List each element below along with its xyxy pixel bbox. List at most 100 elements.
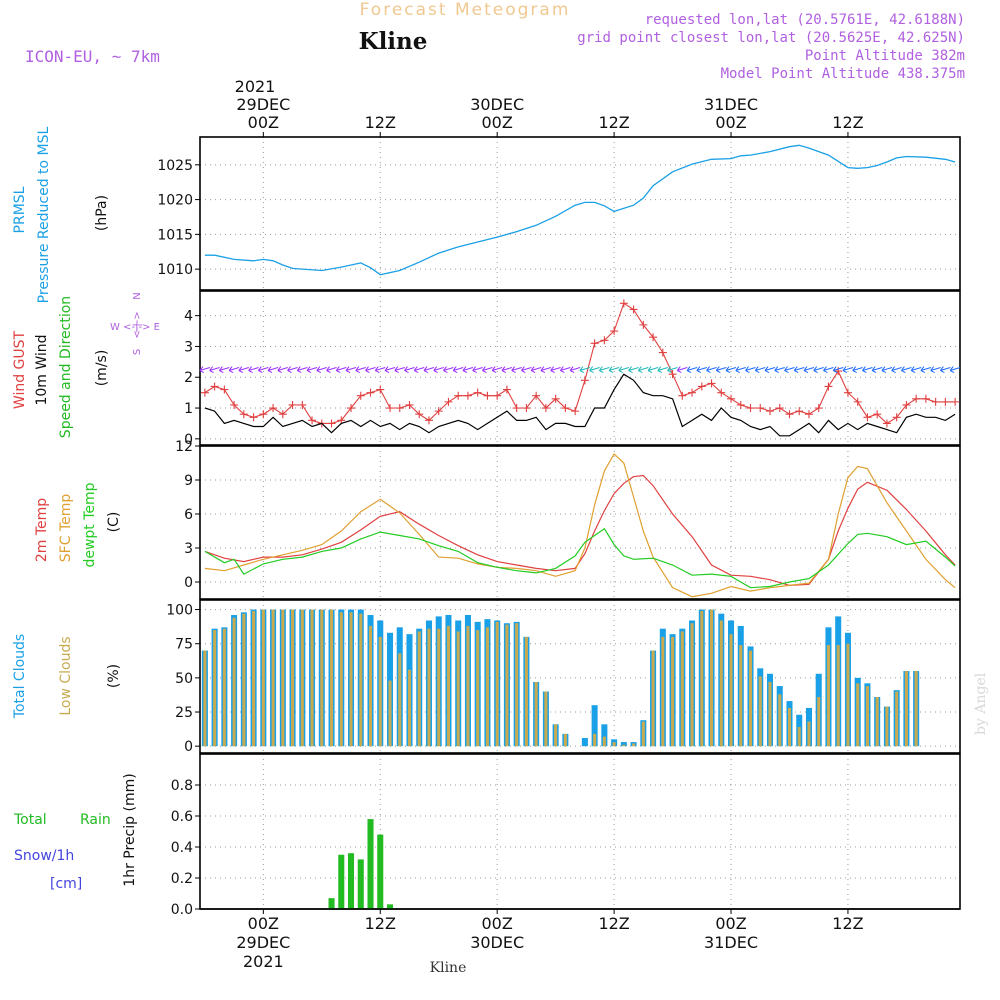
temp-sfc-label: SFC Temp — [58, 494, 74, 563]
wind-direction-arrow — [852, 366, 863, 373]
low-cloud-bar — [807, 721, 811, 747]
low-cloud-bar — [524, 636, 528, 747]
gust-point — [376, 385, 385, 394]
pressure-label-msl: Pressure Reduced to MSL — [36, 126, 52, 303]
wind-direction-arrow — [511, 366, 522, 373]
top-hour-label: 00Z — [482, 113, 513, 132]
wind-direction-arrow — [715, 366, 727, 373]
gust-point — [746, 404, 755, 413]
pressure-panel: 1010 1015 1020 1025 — [157, 136, 961, 291]
wind-direction-arrow — [774, 366, 785, 373]
gust-point — [249, 413, 258, 422]
bottom-year-label: 2021 — [243, 952, 284, 971]
gust-point — [298, 400, 307, 409]
gust-point — [639, 320, 648, 329]
top-date-label: 30DEC — [470, 95, 524, 114]
low-cloud-bar — [875, 696, 879, 747]
gust-point — [697, 382, 706, 391]
gust-point — [853, 397, 862, 406]
point-altitude: Point Altitude 382m — [805, 48, 965, 64]
wind-direction-arrow — [316, 366, 327, 373]
wind-direction-arrow — [296, 366, 308, 373]
pressure-label-prmsl: PRMSL — [12, 186, 28, 233]
wind-direction-arrow — [335, 366, 347, 373]
low-cloud-bar — [252, 610, 256, 747]
low-cloud-bar — [242, 613, 246, 747]
bottom-hour-label: 00Z — [248, 914, 279, 933]
y-tick-label: 3 — [184, 541, 193, 557]
low-cloud-bar — [768, 681, 772, 747]
wind-10m-label: 10m Wind — [34, 334, 50, 405]
low-cloud-bar — [349, 612, 353, 747]
y-tick-label: 75 — [175, 637, 193, 653]
gust-point — [775, 404, 784, 413]
precip-panel-labels: Total Rain Snow/1h [cm] 1hr Precip (mm) — [13, 773, 138, 892]
gust-point — [814, 404, 823, 413]
low-cloud-bar — [885, 706, 889, 747]
low-cloud-bar — [330, 609, 334, 747]
gust-point — [493, 391, 502, 400]
low-cloud-bar — [485, 627, 489, 747]
wind-direction-arrow — [218, 366, 230, 373]
wind-direction-arrow — [667, 366, 678, 373]
low-cloud-bar — [544, 691, 548, 747]
low-cloud-bar — [904, 671, 908, 747]
low-cloud-bar — [398, 653, 402, 747]
gust-point — [541, 404, 550, 413]
gust-point — [463, 391, 472, 400]
wind-direction-arrow — [433, 366, 444, 373]
wind-direction-arrow — [862, 366, 873, 373]
wind-direction-arrow — [949, 366, 961, 373]
wind-direction-arrow — [374, 366, 386, 373]
low-cloud-bar — [378, 636, 382, 747]
gust-point — [649, 333, 658, 342]
gust-point — [512, 404, 521, 413]
panel-frame — [199, 599, 961, 754]
wind-direction-arrow — [725, 366, 737, 373]
temp-panel-labels: 2m Temp SFC Temp dewpt Temp (C) — [34, 482, 122, 567]
wind-direction-label: Speed and Direction — [58, 296, 74, 438]
low-cloud-bar — [739, 645, 743, 747]
wind-direction-arrow — [540, 366, 552, 373]
gust-point — [931, 397, 940, 406]
y-tick-label: 25 — [175, 705, 193, 721]
wind-direction-arrow — [920, 366, 932, 373]
wind-direction-arrow — [842, 366, 854, 373]
rain-label: Rain — [80, 812, 111, 828]
y-tick-label: 1015 — [157, 227, 193, 243]
wind-direction-arrow — [491, 366, 503, 373]
gust-point — [873, 410, 882, 419]
wind-direction-arrow — [394, 366, 405, 373]
low-cloud-bar — [914, 671, 918, 747]
gust-point — [902, 400, 911, 409]
low-cloud-bar — [300, 609, 304, 747]
wind-direction-arrow — [472, 366, 483, 373]
wind-panel: 0 1 2 3 4 — [184, 290, 961, 448]
low-cloud-bar — [700, 610, 704, 747]
wind-direction-arrow — [891, 366, 902, 373]
wind-direction-arrow — [647, 366, 659, 373]
rain-bar — [328, 898, 335, 909]
gust-point — [590, 339, 599, 348]
gust-point — [259, 410, 268, 419]
wind-direction-arrow — [569, 366, 581, 373]
bottom-hour-label: 12Z — [598, 914, 629, 933]
wind-direction-arrow — [589, 366, 600, 373]
wind-direction-arrow — [637, 366, 649, 373]
rain-bar — [357, 859, 364, 909]
low-cloud-bar — [437, 628, 441, 747]
y-tick-label: 0.4 — [171, 840, 193, 856]
low-cloud-bar — [602, 736, 606, 747]
requested-coords: requested lon,lat (20.5761E, 42.6188N) — [645, 12, 965, 28]
low-cloud-bar — [320, 609, 324, 747]
total-rain-label: Total — [13, 812, 47, 828]
low-cloud-bar — [427, 628, 431, 747]
y-tick-label: 12 — [175, 439, 193, 455]
low-cloud-bar — [232, 617, 236, 747]
low-cloud-bar — [651, 650, 655, 747]
y-tick-label: 2 — [184, 370, 193, 386]
gust-point — [892, 413, 901, 422]
